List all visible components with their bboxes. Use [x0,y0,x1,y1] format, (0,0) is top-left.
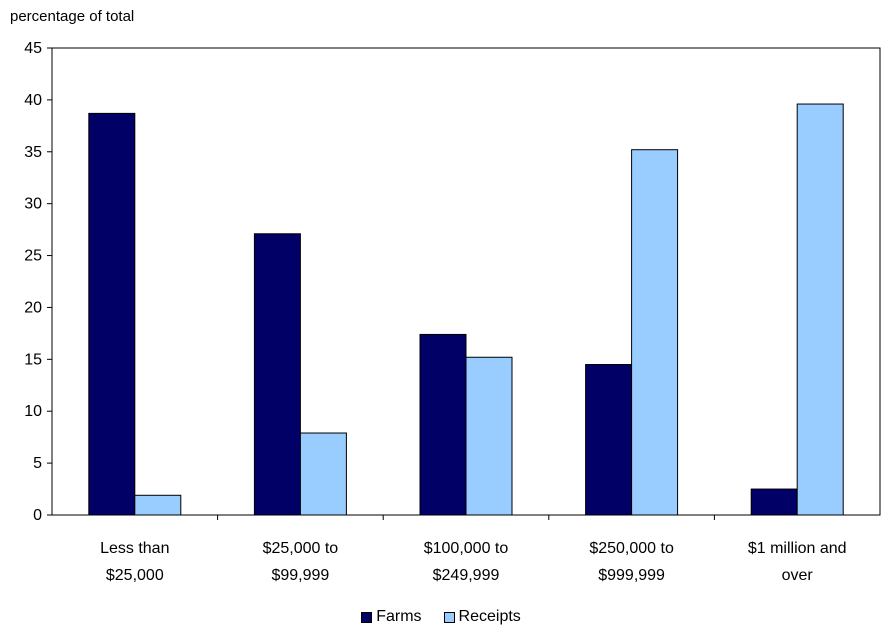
bar-receipts [300,433,346,515]
y-tick-label: 10 [24,403,42,420]
bar-chart: 0 5 10 15 20 25 30 35 40 45 Less than $25,000 $25,00… [0,0,882,600]
legend: Farms Receipts [0,608,882,626]
x-tick-label: $999,999 [598,567,665,584]
legend-item-receipts: Receipts [444,608,521,626]
legend-swatch-receipts [444,612,455,623]
y-tick-label: 20 [24,299,42,316]
y-tick-label: 15 [24,351,42,368]
bar-farms [420,334,466,515]
bar-receipts [797,104,843,515]
y-tick-label: 45 [24,40,42,57]
x-tick-label: $249,999 [433,567,500,584]
bar-farms [254,234,300,515]
y-tick-label: 0 [33,507,42,524]
y-tick-label: 30 [24,196,42,213]
x-tick-label: $100,000 to [424,540,509,557]
bar-receipts [466,357,512,515]
x-tick-label: $25,000 to [263,540,339,557]
legend-swatch-farms [361,612,372,623]
x-tick-label: $250,000 to [589,540,674,557]
legend-label-farms: Farms [376,608,421,626]
y-tick-label: 5 [33,455,42,472]
y-tick-label: 40 [24,92,42,109]
x-tick-label: $99,999 [271,567,329,584]
bar-farms [751,489,797,515]
bar-receipts [632,150,678,515]
x-tick-label: Less than [100,540,169,557]
bar-farms [89,113,135,515]
x-tick-label: $1 million and [748,540,847,557]
bar-farms [586,365,632,515]
y-tick-label: 35 [24,144,42,161]
x-tick-label: $25,000 [106,567,164,584]
legend-item-farms: Farms [361,608,421,626]
legend-label-receipts: Receipts [459,608,521,626]
y-tick-label: 25 [24,248,42,265]
x-tick-label: over [782,567,814,584]
bar-receipts [135,495,181,515]
